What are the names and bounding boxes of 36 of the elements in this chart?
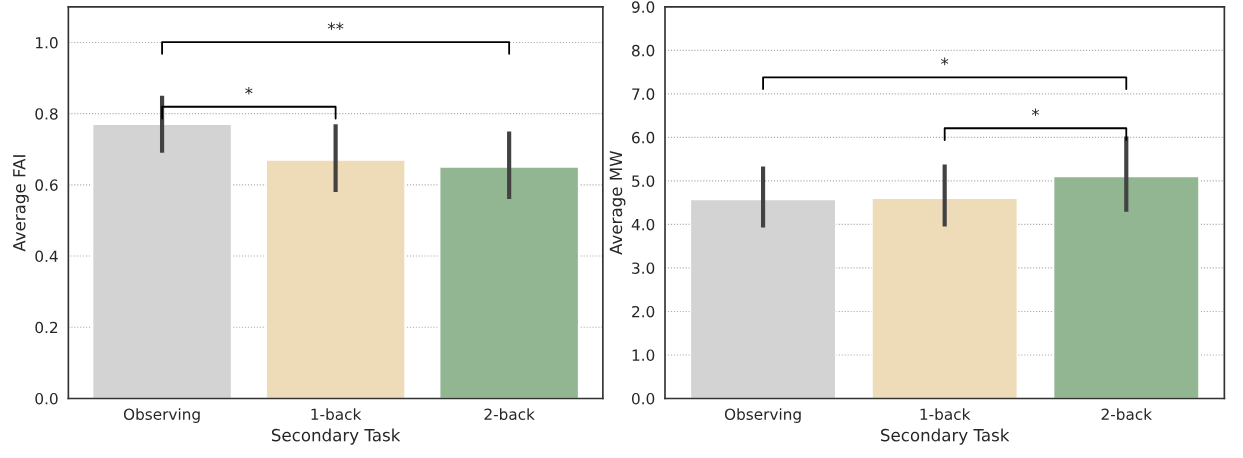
x-tick-label: 2-back [484, 408, 535, 421]
y-axis-title: Average FAI [13, 155, 29, 252]
bar [689, 198, 837, 399]
x-tick-label: 2-back [1101, 408, 1153, 421]
x-tick-label: 1-back [920, 408, 971, 421]
annotation: * [245, 86, 253, 95]
bar [265, 159, 406, 399]
y-tick-label: 3.0 [632, 262, 655, 274]
y-tick-label: 8.0 [632, 44, 655, 57]
y-tick-label: 1.0 [632, 349, 655, 361]
x-axis-title: Secondary Task [881, 428, 1010, 445]
y-axis-title: Average MW [609, 150, 626, 255]
y-tick-label: 0.0 [631, 392, 655, 405]
bar [871, 197, 1019, 399]
y-tick-label: 0.8 [35, 108, 58, 120]
x-tick-label: Observing [123, 408, 200, 423]
annotation: * [1031, 108, 1040, 117]
y-tick-label: 1.0 [36, 36, 58, 49]
y-tick-label: 5.0 [632, 175, 655, 187]
annotation: ** [327, 22, 344, 30]
y-tick-label: 0.4 [35, 250, 58, 263]
y-tick-label: 9.0 [631, 1, 655, 13]
y-tick-label: 0.2 [35, 321, 58, 334]
x-axis-title: Secondary Task [271, 428, 401, 445]
x-tick-label: Observing [724, 408, 801, 423]
y-tick-label: 2.0 [632, 305, 655, 318]
y-tick-label: 4.0 [631, 218, 655, 231]
bar [1052, 175, 1200, 399]
bar [439, 166, 580, 399]
y-tick-label: 0.0 [35, 392, 58, 405]
y-tick-label: 0.6 [35, 179, 58, 191]
x-tick-label: 1-back [311, 408, 362, 421]
y-tick-label: 7.0 [632, 88, 655, 100]
annotation: * [941, 57, 949, 66]
bar [91, 123, 233, 399]
y-tick-label: 6.0 [632, 131, 655, 144]
